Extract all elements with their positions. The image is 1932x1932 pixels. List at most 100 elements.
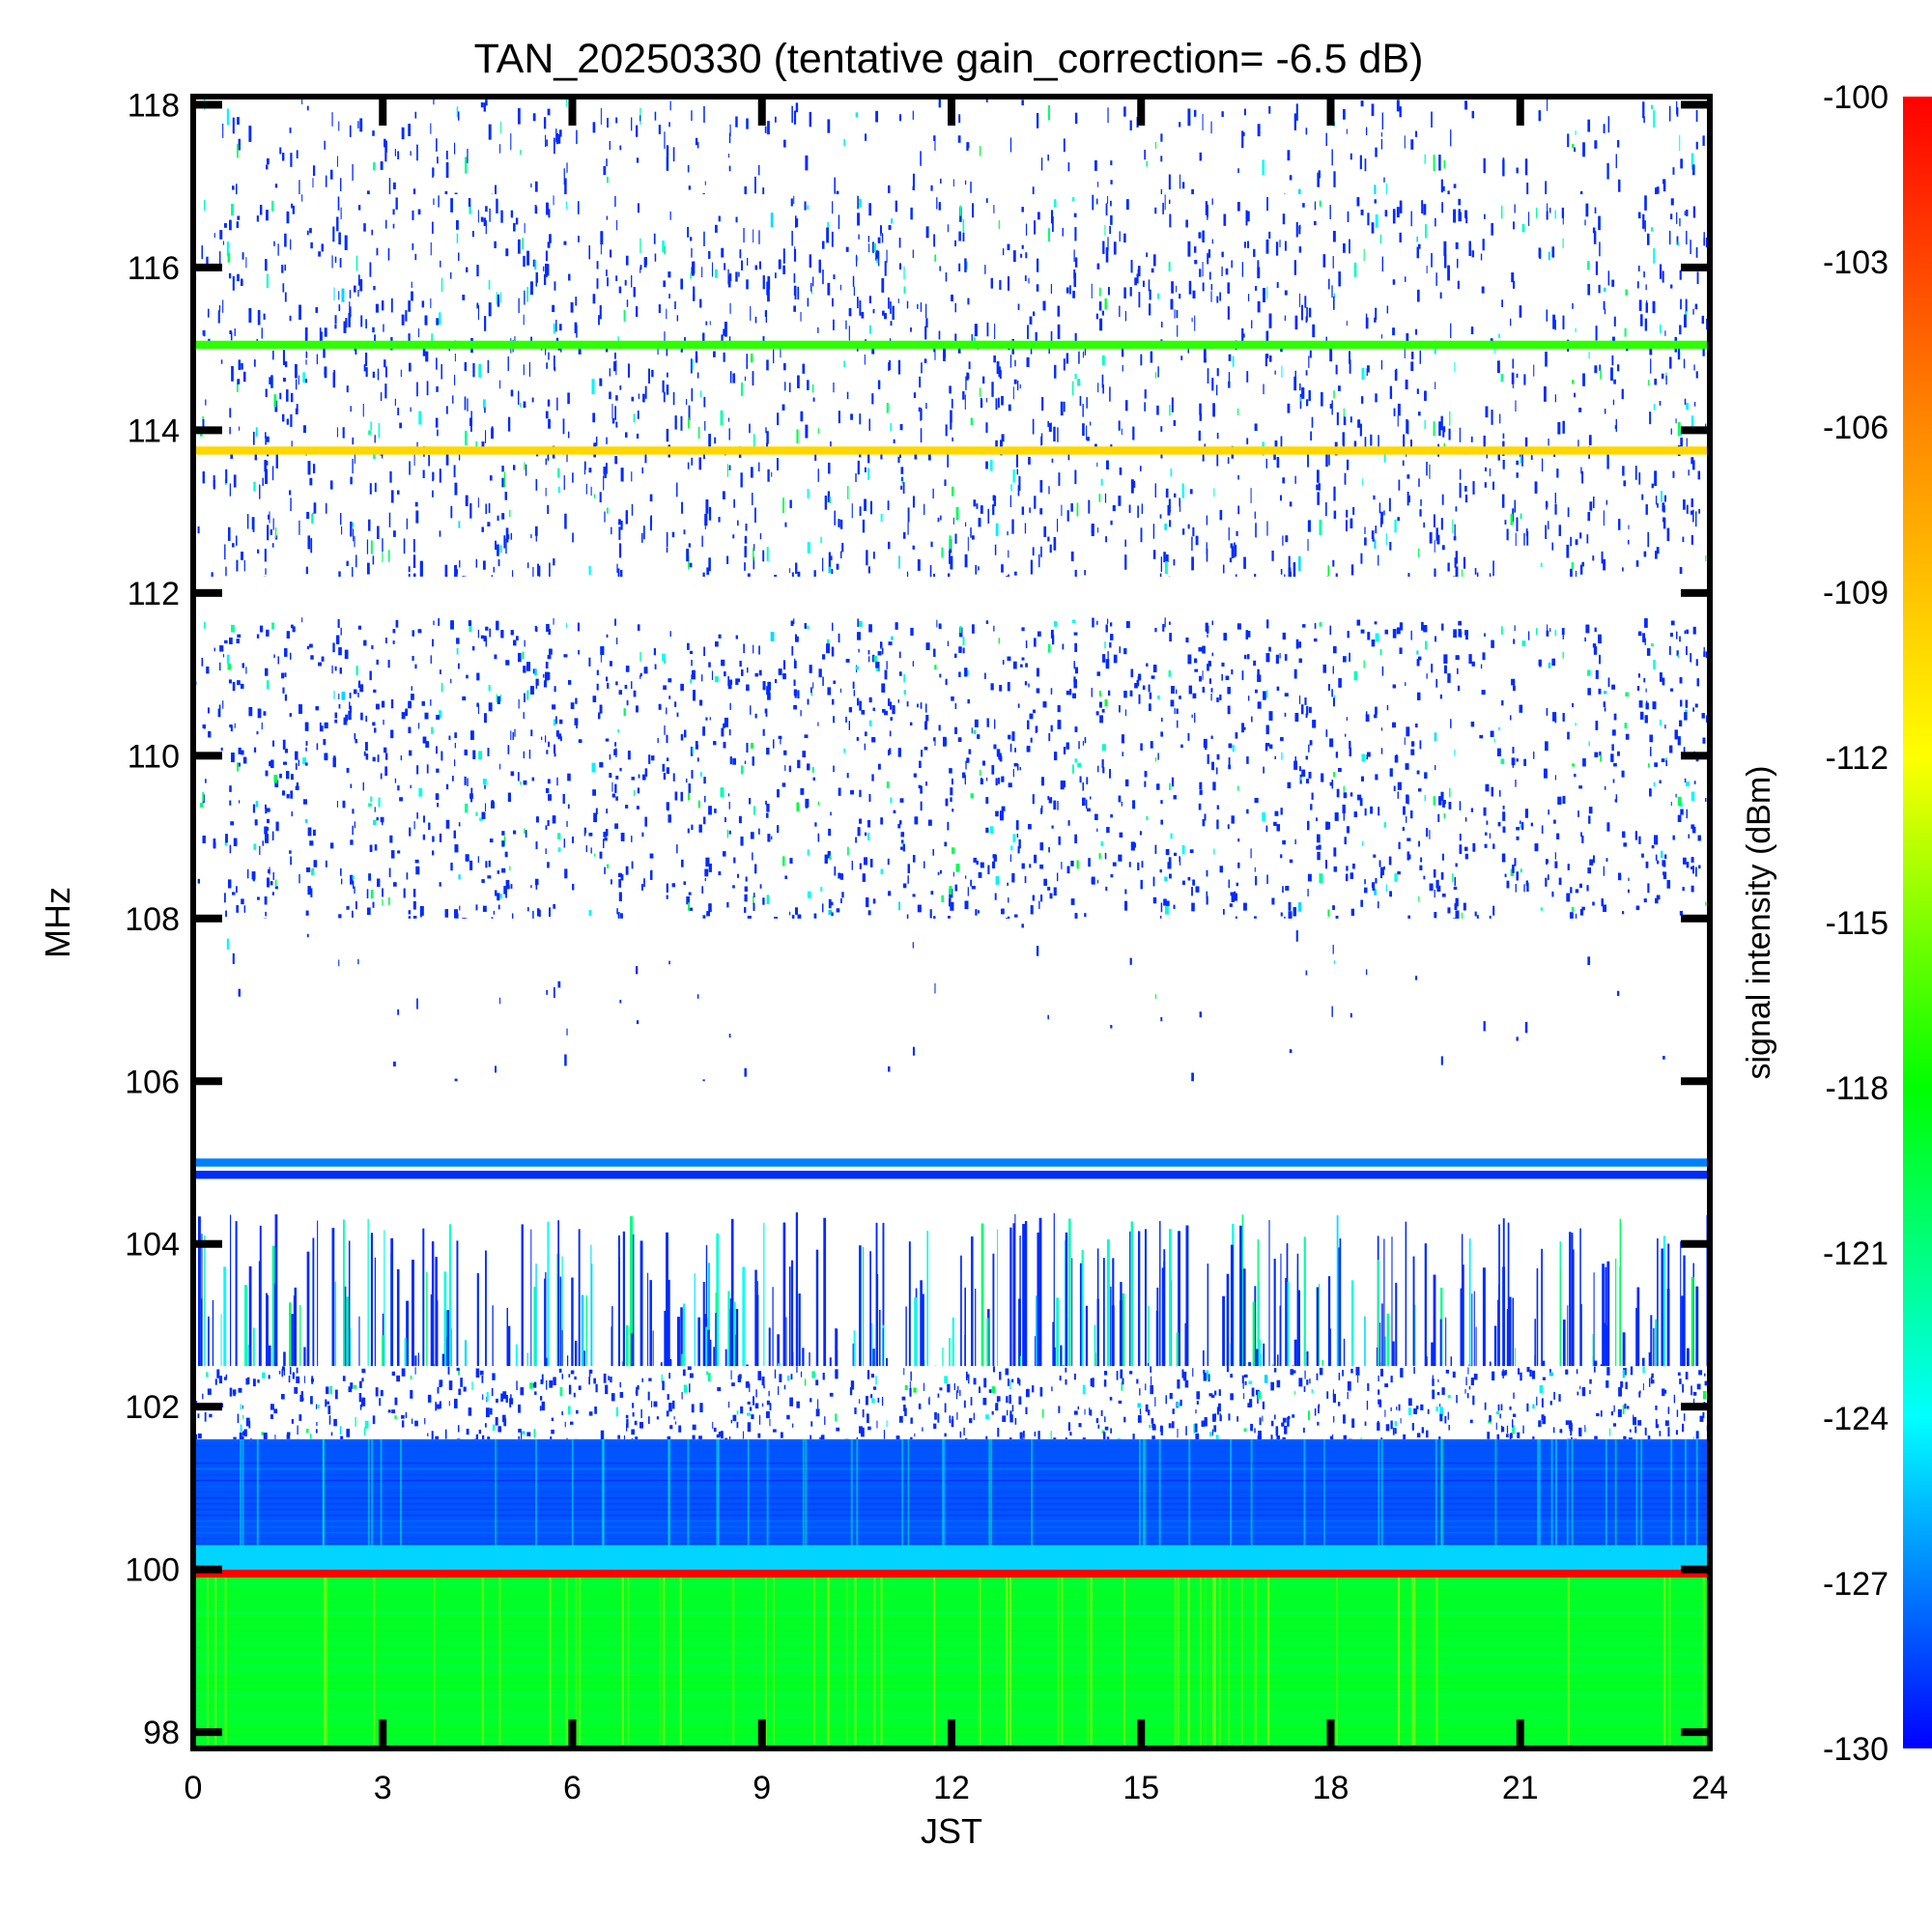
heatmap-cell	[605, 829, 609, 837]
heatmap-cell	[668, 696, 671, 699]
heatmap-cell	[530, 1229, 532, 1367]
heatmap-cell	[1396, 1406, 1398, 1410]
heatmap-cell	[1690, 885, 1694, 893]
heatmap-cell	[1025, 1406, 1028, 1415]
heatmap-cell	[307, 886, 311, 895]
heatmap-cell	[697, 800, 700, 809]
heatmap-cell	[674, 791, 678, 801]
heatmap-cell	[472, 750, 476, 759]
heatmap-cell	[1336, 1215, 1339, 1367]
heatmap-cell	[795, 634, 797, 642]
heatmap-cell	[1018, 838, 1021, 849]
heatmap-cell	[1519, 704, 1523, 713]
heatmap-cell	[380, 816, 384, 823]
heatmap-cell	[1620, 1381, 1624, 1388]
heatmap-cell	[1101, 744, 1106, 752]
heatmap-cell	[1541, 1248, 1544, 1367]
heatmap-cell	[1645, 688, 1647, 693]
heatmap-cell	[271, 1245, 275, 1367]
heatmap-cell	[1538, 1438, 1541, 1546]
heatmap-cell	[523, 780, 527, 785]
heatmap-cell	[912, 894, 916, 897]
heatmap-cell	[1651, 1373, 1654, 1378]
heatmap-cell	[910, 1417, 913, 1424]
heatmap-cell	[560, 736, 562, 742]
heatmap-cell	[1117, 1437, 1121, 1439]
heatmap-cell	[778, 1363, 781, 1367]
heatmap-cell	[1380, 727, 1383, 731]
heatmap-cell	[709, 717, 711, 721]
heatmap-cell	[1306, 779, 1309, 783]
heatmap-cell	[1076, 860, 1079, 869]
heatmap-cell	[1589, 859, 1594, 866]
heatmap-cell	[1067, 1422, 1071, 1432]
heatmap-cell	[1389, 768, 1393, 777]
heatmap-cell	[767, 681, 772, 691]
heatmap-cell	[1270, 1435, 1273, 1439]
heatmap-cell	[480, 635, 485, 639]
heatmap-cell	[698, 824, 702, 833]
heatmap-cell	[1241, 1375, 1244, 1384]
heatmap-cell	[625, 805, 629, 809]
heatmap-cell	[1344, 837, 1347, 845]
heatmap-cell	[960, 1255, 962, 1367]
heatmap-cell	[1280, 912, 1283, 917]
heatmap-cell	[193, 1664, 1710, 1666]
heatmap-cell	[971, 1236, 974, 1367]
heatmap-cell	[1228, 764, 1232, 770]
heatmap-cell	[553, 903, 555, 909]
heatmap-cell	[475, 1434, 479, 1439]
heatmap-cell	[284, 749, 289, 753]
heatmap-cell	[387, 660, 390, 668]
heatmap-cell	[1290, 914, 1293, 919]
heatmap-cell	[193, 1606, 1710, 1608]
heatmap-cell	[732, 885, 735, 889]
heatmap-cell	[1078, 1423, 1082, 1428]
heatmap-cell	[406, 1300, 410, 1367]
heatmap-cell	[897, 824, 901, 829]
heatmap-cell	[1557, 796, 1562, 805]
heatmap-cell	[1426, 1430, 1429, 1438]
heatmap-cell	[368, 803, 372, 807]
heatmap-cell	[1050, 629, 1054, 639]
heatmap-cell	[1227, 705, 1231, 715]
heatmap-cell	[1435, 879, 1439, 889]
heatmap-cell	[1274, 755, 1276, 759]
heatmap-cell	[1682, 1423, 1685, 1433]
heatmap-cell	[1572, 763, 1576, 767]
heatmap-cell	[1218, 1577, 1221, 1748]
heatmap-cell	[1146, 663, 1149, 667]
heatmap-cell	[1695, 1286, 1699, 1367]
heatmap-cell	[1703, 651, 1706, 658]
heatmap-cell	[265, 668, 269, 676]
heatmap-cell	[1021, 863, 1025, 869]
heatmap-cell	[485, 1250, 487, 1367]
heatmap-cell	[778, 668, 782, 675]
heatmap-cell	[949, 886, 952, 895]
heatmap-cell	[324, 722, 328, 729]
heatmap-cell	[500, 694, 502, 702]
heatmap-cell	[1206, 1370, 1209, 1380]
heatmap-cell	[204, 1411, 207, 1422]
heatmap-cell	[1073, 679, 1077, 689]
heatmap-cell	[810, 692, 813, 696]
heatmap-cell	[259, 845, 261, 856]
heatmap-cell	[367, 1438, 370, 1546]
heatmap-cell	[252, 804, 256, 813]
heatmap-cell	[1360, 1437, 1362, 1439]
heatmap-cell	[291, 624, 294, 629]
heatmap-cell	[286, 1434, 291, 1439]
heatmap-cell	[269, 867, 270, 875]
heatmap-cell	[1101, 709, 1105, 713]
heatmap-cell	[606, 809, 609, 813]
heatmap-cell	[706, 911, 710, 917]
heatmap-cell	[971, 886, 976, 890]
heatmap-cell	[1347, 1391, 1349, 1400]
heatmap-cell	[1514, 625, 1516, 632]
heatmap-cell	[1499, 790, 1501, 797]
heatmap-cell	[793, 704, 797, 710]
heatmap-cell	[1327, 1276, 1331, 1367]
heatmap-cell	[1321, 773, 1324, 782]
heatmap-cell	[274, 879, 277, 887]
heatmap-cell	[828, 909, 833, 916]
